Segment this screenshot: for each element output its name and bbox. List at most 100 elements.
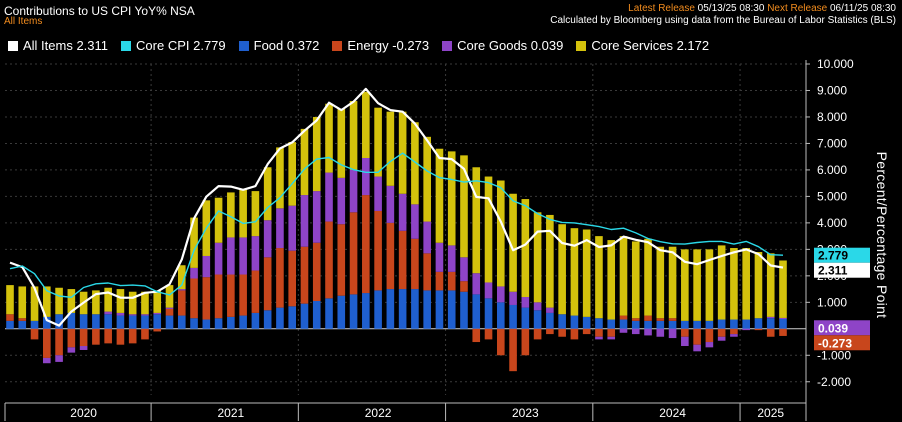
bar-core-goods	[190, 267, 198, 279]
bar-energy	[496, 328, 505, 356]
legend-item-core-cpi[interactable]: Core CPI 2.779	[121, 38, 226, 53]
bar-core-goods	[435, 242, 444, 272]
bar-energy	[533, 328, 542, 340]
bar-core-services	[619, 236, 628, 316]
bar-core-services	[644, 238, 652, 316]
bar-food	[730, 319, 738, 329]
bar-core-goods	[386, 185, 395, 223]
bar-core-goods	[398, 193, 407, 231]
bar-core-services	[165, 285, 174, 308]
bar-core-services	[681, 249, 689, 321]
x-tick-label: 2023	[512, 406, 539, 420]
end-label-box	[814, 320, 870, 336]
bar-energy	[43, 328, 51, 358]
bar-energy	[325, 221, 333, 299]
bar-food	[656, 320, 665, 329]
bar-energy	[619, 315, 628, 320]
bar-core-services	[447, 151, 456, 246]
legend-item-all-items[interactable]: All Items 2.311	[8, 38, 108, 53]
bar-core-goods	[227, 237, 235, 275]
release-info: Latest Release 05/13/25 08:30 Next Relea…	[628, 3, 896, 14]
bar-food	[509, 304, 517, 329]
bar-core-services	[312, 116, 321, 192]
bar-energy	[386, 222, 395, 290]
bar-core-services	[730, 248, 738, 320]
bar-core-services	[227, 192, 235, 238]
bar-food	[362, 293, 370, 329]
bar-core-services	[484, 176, 493, 283]
bar-core-goods	[141, 314, 149, 316]
bar-core-services	[533, 212, 542, 303]
bar-food	[386, 289, 395, 329]
bar-core-goods	[276, 208, 284, 249]
bar-core-goods	[472, 273, 481, 295]
bar-energy	[153, 328, 162, 332]
bar-core-services	[570, 228, 579, 316]
next-release-value: 06/11/25 08:30	[830, 3, 896, 14]
bar-core-services	[460, 155, 468, 258]
y-tick-label: 9.000	[817, 83, 847, 97]
bar-energy	[521, 328, 530, 356]
legend-item-food[interactable]: Food 0.372	[238, 38, 320, 53]
legend: All Items 2.311 Core CPI 2.779 Food 0.37…	[8, 38, 709, 53]
bar-energy	[582, 328, 591, 335]
end-label-box	[814, 247, 870, 263]
bar-food	[325, 298, 333, 329]
bar-energy	[607, 328, 616, 337]
bar-food	[104, 314, 112, 329]
bar-energy	[300, 246, 309, 304]
bar-core-services	[67, 289, 76, 313]
bar-food	[177, 315, 186, 329]
legend-label: Energy -0.273	[347, 38, 430, 53]
x-tick-label: 2021	[218, 406, 245, 420]
bar-energy	[435, 271, 444, 291]
legend-item-energy[interactable]: Energy -0.273	[332, 38, 429, 53]
bar-food	[779, 319, 787, 329]
bar-energy	[337, 224, 346, 296]
bar-food	[668, 320, 677, 329]
bar-food	[79, 314, 88, 329]
bar-food	[276, 307, 284, 329]
bar-food	[496, 302, 505, 329]
bar-food	[595, 318, 603, 329]
x-tick-label: 2022	[365, 406, 392, 420]
x-tick-label: 2020	[70, 406, 97, 420]
bar-food	[693, 320, 701, 329]
bar-core-services	[18, 286, 27, 319]
legend-label: Core Goods 0.039	[457, 38, 564, 53]
bar-core-services	[693, 249, 701, 321]
bar-core-goods	[251, 236, 260, 271]
bar-core-goods	[521, 297, 530, 308]
bar-food	[337, 295, 346, 329]
bar-energy	[705, 328, 714, 343]
bar-energy	[374, 210, 382, 291]
bar-core-goods	[67, 347, 76, 353]
bar-core-goods	[263, 220, 272, 258]
bar-core-goods	[631, 328, 640, 335]
bar-core-services	[521, 199, 530, 298]
bar-core-services	[435, 148, 444, 243]
bar-food	[300, 303, 309, 329]
bar-core-goods	[460, 257, 468, 282]
bar-energy	[681, 328, 689, 337]
bar-energy	[6, 314, 14, 321]
legend-item-core-services[interactable]: Core Services 2.172	[576, 38, 709, 53]
bar-food	[239, 315, 247, 329]
legend-label: Food 0.372	[253, 38, 320, 53]
legend-item-core-goods[interactable]: Core Goods 0.039	[442, 38, 563, 53]
bar-core-goods	[128, 314, 137, 316]
bar-energy	[717, 328, 726, 337]
bar-energy	[104, 328, 112, 344]
legend-label: Core Services 2.172	[591, 38, 710, 53]
bar-energy	[362, 195, 370, 294]
bar-food	[165, 315, 174, 329]
bar-food	[153, 314, 162, 329]
bar-core-goods	[337, 177, 346, 225]
bar-energy	[227, 274, 235, 317]
bar-energy	[546, 328, 554, 335]
bar-core-goods	[779, 317, 787, 320]
bar-core-goods	[607, 336, 616, 340]
legend-label: Core CPI 2.779	[136, 38, 226, 53]
bar-core-goods	[484, 282, 493, 299]
